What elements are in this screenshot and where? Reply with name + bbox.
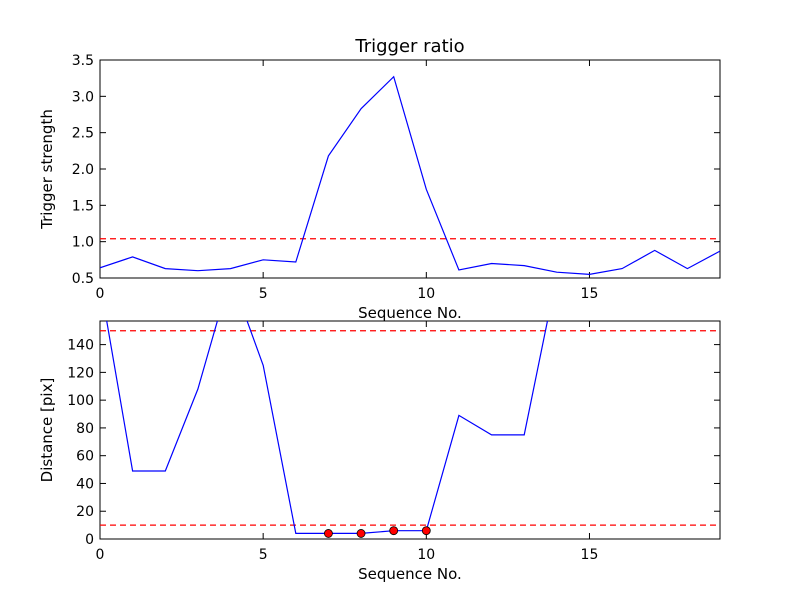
x-tick-label: 5: [259, 547, 268, 563]
y-tick-label: 120: [67, 365, 94, 381]
series-line: [106, 321, 549, 535]
y-tick-label: 0: [85, 532, 94, 548]
x-axis-label: Sequence No.: [358, 304, 462, 322]
y-axis-label: Trigger strength: [38, 109, 56, 230]
y-tick-label: 3.0: [72, 89, 94, 105]
x-tick-label: 15: [581, 547, 599, 563]
y-tick-label: 1.0: [72, 235, 94, 251]
trigger-ratio-panel: 0 5 10 15 0.5 1.0 1.5 2.0 2.5 3.0 3.5 Trigger ratio…: [38, 36, 721, 322]
y-tick-label: 3.5: [72, 53, 94, 69]
x-tick-label: 10: [417, 286, 435, 302]
x-tick-label: 0: [96, 286, 105, 302]
x-tick-label: 10: [417, 547, 435, 563]
y-tick-label: 1.5: [72, 198, 94, 214]
series-line: [100, 75, 720, 276]
x-axis-label: Sequence No.: [358, 565, 462, 583]
y-tick-label: 140: [67, 338, 94, 354]
y-tick-label: 100: [67, 393, 94, 409]
y-tick-label: 60: [76, 449, 94, 465]
y-tick-label: 80: [76, 421, 94, 437]
x-tick-label: 0: [96, 547, 105, 563]
axes-frame: [99, 320, 721, 540]
data-point: [389, 526, 399, 536]
axes-frame: [99, 59, 721, 279]
x-tick-label: 15: [581, 286, 599, 302]
distance-panel: 0 5 10 15 0 20 40 60 80 100 120 140 Sequence No. Dist…: [38, 320, 721, 583]
x-tick-label: 5: [259, 286, 268, 302]
y-tick-label: 40: [76, 476, 94, 492]
data-point: [421, 526, 431, 536]
y-tick-label: 2.0: [72, 162, 94, 178]
data-point: [356, 529, 366, 538]
y-tick-label: 0.5: [72, 271, 94, 287]
y-axis-label: Distance [pix]: [38, 378, 56, 483]
chart-title: Trigger ratio: [354, 36, 464, 57]
y-tick-label: 2.5: [72, 126, 94, 142]
y-tick-label: 20: [76, 504, 94, 520]
data-point: [324, 529, 333, 538]
